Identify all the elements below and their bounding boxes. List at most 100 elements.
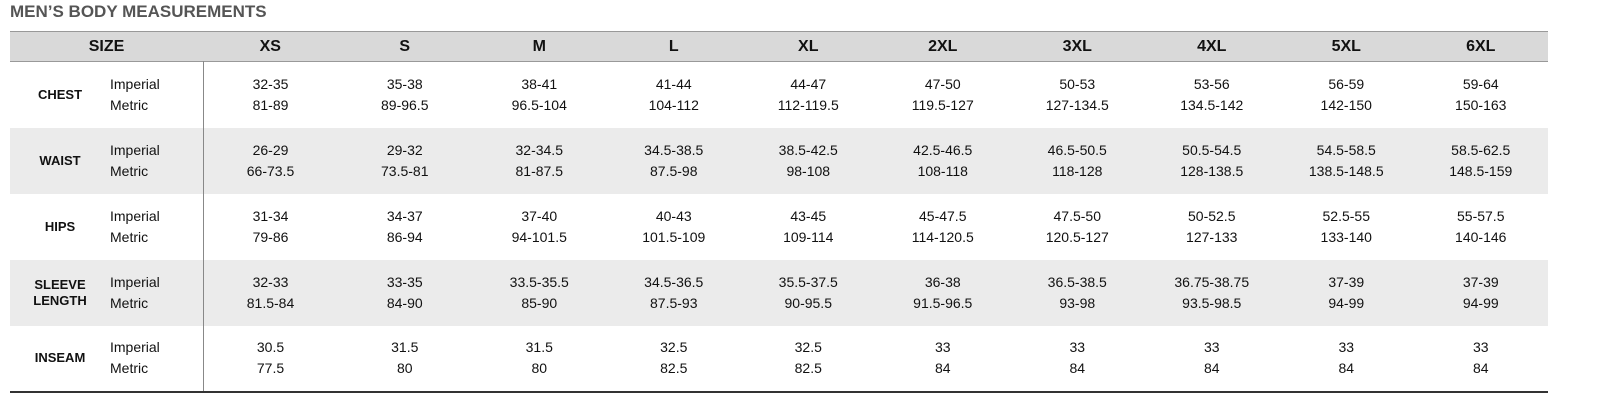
value: 41-44 <box>655 75 692 92</box>
value: 127-133 <box>1186 228 1238 245</box>
unit-labels: Imperial Metric <box>110 61 204 128</box>
value: 42.5-46.5 <box>913 141 973 158</box>
value: 35-38 <box>386 75 423 92</box>
value: 73.5-81 <box>381 162 429 179</box>
value-cell: 33 84 <box>1145 326 1280 392</box>
measurement-row: WAIST Imperial Metric 26-29 66-73.5 29-32 73.5… <box>10 127 1549 194</box>
value: 140-146 <box>1455 228 1507 245</box>
size-label: 5XL <box>1331 37 1361 55</box>
value-cell: 35-38 89-96.5 <box>338 62 473 128</box>
value: 112-119.5 <box>777 96 839 113</box>
value-cell: 32-35 81-89 <box>203 62 338 128</box>
value: 142-150 <box>1320 96 1372 113</box>
value: 46.5-50.5 <box>1047 141 1107 158</box>
value: 87.5-93 <box>650 294 698 311</box>
value-cell: 32.5 82.5 <box>741 326 876 392</box>
value: 120.5-127 <box>1045 228 1109 245</box>
value: 138.5-148.5 <box>1308 162 1384 179</box>
value: 114-120.5 <box>911 228 974 245</box>
value: 66-73.5 <box>246 162 295 179</box>
value: 93-98 <box>1059 294 1096 311</box>
value: 148.5-159 <box>1449 162 1513 179</box>
value: 84 <box>1069 360 1086 376</box>
size-label: 3XL <box>1062 37 1092 55</box>
value-cell: 58.5-62.5 148.5-159 <box>1414 128 1549 194</box>
value: 55-57.5 <box>1457 207 1505 224</box>
value: 133-140 <box>1320 228 1372 245</box>
value: 33 <box>1338 339 1355 355</box>
value-cell: 50.5-54.5 128-138.5 <box>1145 128 1280 194</box>
value: 32.5 <box>794 339 822 355</box>
value-cell: 47.5-50 120.5-127 <box>1010 194 1145 260</box>
unit-label: Metric <box>110 162 149 179</box>
value: 118-128 <box>1052 162 1103 179</box>
value-cell: 44-47 112-119.5 <box>741 62 876 128</box>
value-cell: 33 84 <box>876 326 1011 392</box>
value: 84 <box>1472 360 1489 376</box>
table-body: CHEST Imperial Metric 32-35 81-89 35-38 89-96.… <box>10 61 1549 392</box>
value: 30.5 <box>256 339 285 355</box>
unit-labels: Imperial Metric <box>110 193 204 260</box>
size-label: XS <box>259 37 281 55</box>
unit-label: Metric <box>110 360 149 376</box>
value: 150-163 <box>1455 96 1507 113</box>
value: 37-39 <box>1462 273 1499 290</box>
value: 47.5-50 <box>1053 207 1101 224</box>
value: 96.5-104 <box>511 96 567 113</box>
value: 79-86 <box>252 228 289 245</box>
value: 134.5-142 <box>1180 96 1244 113</box>
value: 34-37 <box>386 207 423 224</box>
value: 44-47 <box>790 75 827 92</box>
value: 84 <box>1203 360 1220 376</box>
page-title: MEN’S BODY MEASUREMENTS <box>10 2 267 21</box>
value-cell: 53-56 134.5-142 <box>1145 62 1280 128</box>
measurement-row: SLEEVE LENGTH Imperial Metric 32-33 81.5-84 3… <box>10 259 1548 326</box>
value-cell: 47-50 119.5-127 <box>876 62 1011 128</box>
value: 36.5-38.5 <box>1047 273 1107 290</box>
value: 37-40 <box>521 207 558 224</box>
value-cell: 34.5-36.5 87.5-93 <box>607 260 742 326</box>
value: 81-87.5 <box>515 162 563 179</box>
value-cell: 55-57.5 140-146 <box>1414 194 1549 260</box>
measurement-row: HIPS Imperial Metric 31-34 79-86 34-37 86-94 37… <box>10 193 1549 260</box>
value: 85-90 <box>521 294 558 311</box>
value-cell: 42.5-46.5 108-118 <box>876 128 1011 194</box>
value: 34.5-36.5 <box>644 273 704 290</box>
value: 35.5-37.5 <box>778 273 838 290</box>
measurement-label: INSEAM <box>34 350 86 365</box>
value: 128-138.5 <box>1180 162 1244 179</box>
header-row: SIZE XS S M L XL 2XL 3XL 4XL 5XL 6XL <box>10 31 1548 62</box>
value-cell: 35.5-37.5 90-95.5 <box>741 260 876 326</box>
unit-labels: Imperial Metric <box>110 259 204 326</box>
measurement-label: WAIST <box>39 152 81 168</box>
value: 37-39 <box>1328 273 1365 290</box>
value-cell: 32.5 82.5 <box>607 326 742 392</box>
value: 84 <box>934 360 951 376</box>
value: 32.5 <box>660 339 688 355</box>
value: 32-34.5 <box>515 141 563 158</box>
value: 33 <box>1472 339 1489 355</box>
value: 89-96.5 <box>381 96 429 113</box>
value: 53-56 <box>1193 75 1230 92</box>
value-cell: 34-37 86-94 <box>338 194 473 260</box>
unit-labels: Imperial Metric <box>110 127 204 194</box>
size-label: 2XL <box>928 37 958 55</box>
value: 119.5-127 <box>911 96 974 113</box>
value-cell: 46.5-50.5 118-128 <box>1010 128 1145 194</box>
value: 93.5-98.5 <box>1182 294 1242 311</box>
value-cell: 50-53 127-134.5 <box>1010 62 1145 128</box>
value: 47-50 <box>924 75 961 92</box>
value: 77.5 <box>256 360 285 376</box>
value: 32-35 <box>252 75 289 92</box>
value: 108-118 <box>917 162 968 179</box>
value: 84 <box>1338 360 1355 376</box>
value-cell: 29-32 73.5-81 <box>338 128 473 194</box>
value: 127-134.5 <box>1045 96 1109 113</box>
unit-label: Imperial <box>110 75 160 92</box>
value: 33 <box>1203 339 1220 355</box>
size-label: 4XL <box>1197 37 1227 55</box>
measurement-label: SLEEVE LENGTH <box>33 276 87 308</box>
value: 54.5-58.5 <box>1316 141 1376 158</box>
value: 98-108 <box>786 162 831 179</box>
